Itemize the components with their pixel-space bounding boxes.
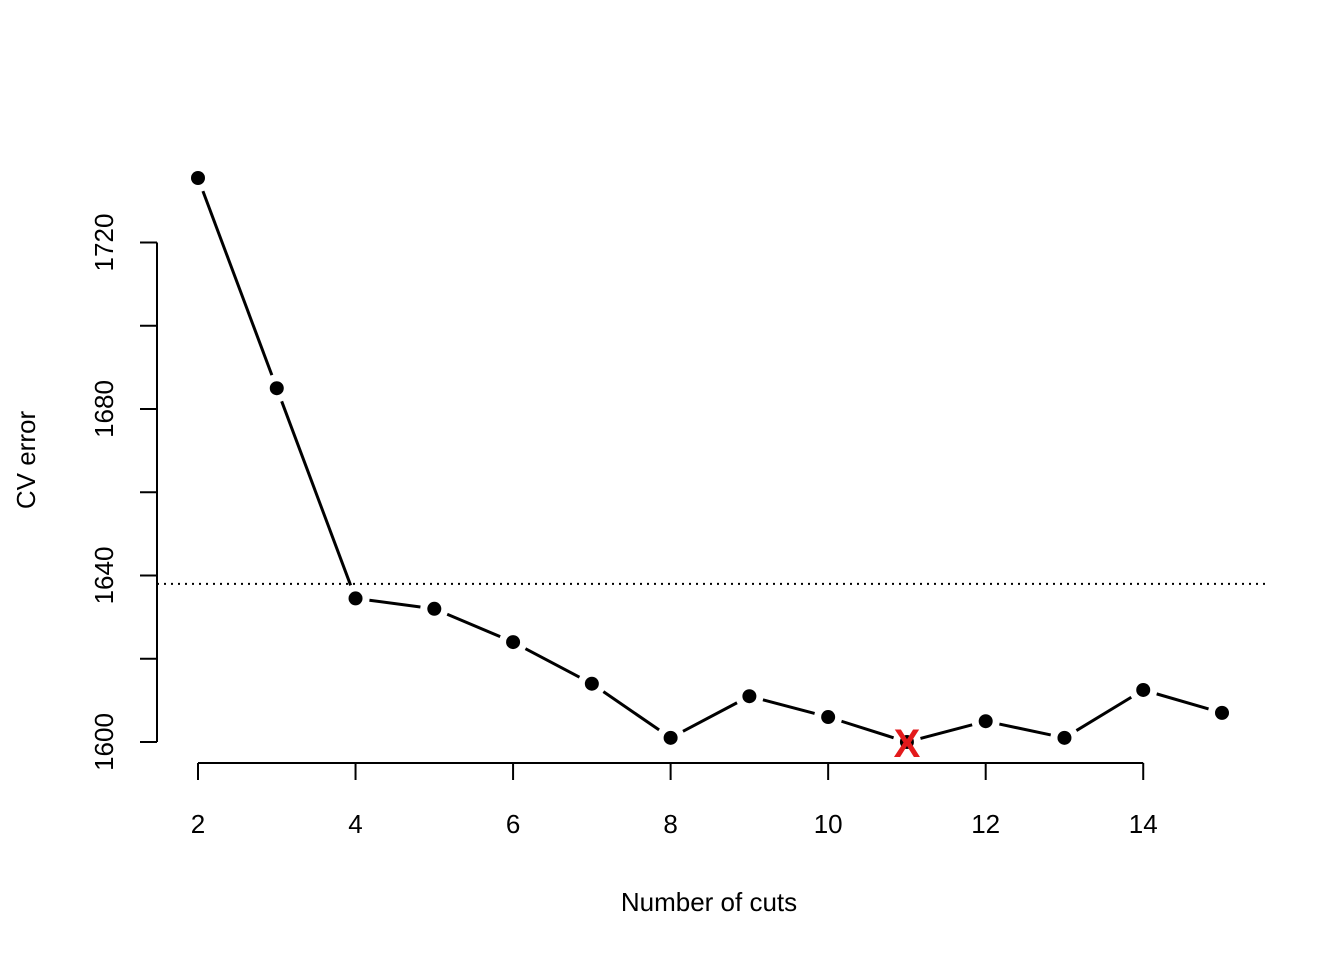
x-axis: 2 4 6 8 10 12 14 — [191, 762, 1158, 839]
data-point — [269, 381, 284, 396]
series-line-segment — [999, 722, 1052, 737]
x-tick-label: 12 — [971, 809, 1000, 839]
data-point — [821, 710, 836, 725]
series-line-segment — [841, 719, 895, 740]
series-line-segment — [201, 190, 274, 376]
series-line-segment — [762, 698, 816, 715]
x-tick-label: 4 — [348, 809, 362, 839]
y-axis: 1600 1640 1680 1720 — [89, 214, 158, 771]
minimum-x-marker: X — [894, 722, 921, 766]
series-line-segment — [920, 723, 973, 740]
series-line-segment — [369, 598, 421, 609]
series-line-layer — [201, 190, 1209, 740]
data-point — [191, 171, 205, 185]
y-tick-label: 1600 — [89, 713, 119, 771]
minimum-marker-layer: X — [894, 722, 921, 766]
x-tick-label: 10 — [814, 809, 843, 839]
data-point — [348, 591, 363, 606]
x-tick-label: 8 — [663, 809, 677, 839]
data-point — [1136, 682, 1151, 697]
data-point — [584, 676, 599, 691]
series-line-segment — [602, 690, 660, 732]
series-points-layer — [191, 171, 1229, 749]
series-line-segment — [524, 647, 581, 679]
y-tick-label: 1640 — [89, 547, 119, 605]
y-tick-label: 1680 — [89, 380, 119, 438]
y-axis-label: CV error — [11, 411, 41, 510]
series-line-segment — [682, 701, 738, 733]
x-tick-label: 2 — [191, 809, 205, 839]
data-point — [663, 730, 678, 745]
data-point — [506, 635, 521, 650]
series-line-segment — [446, 612, 501, 639]
data-point — [427, 601, 442, 616]
data-point — [1215, 705, 1229, 720]
series-line-segment — [1075, 695, 1133, 732]
series-line-segment — [280, 400, 353, 586]
x-tick-label: 6 — [506, 809, 520, 839]
series-line-segment — [1156, 692, 1209, 711]
data-point — [742, 689, 757, 704]
data-point — [1057, 730, 1072, 745]
y-tick-label: 1720 — [89, 214, 119, 272]
x-axis-label: Number of cuts — [621, 887, 797, 917]
x-tick-label: 14 — [1129, 809, 1158, 839]
data-point — [899, 735, 914, 749]
data-point — [978, 714, 993, 729]
